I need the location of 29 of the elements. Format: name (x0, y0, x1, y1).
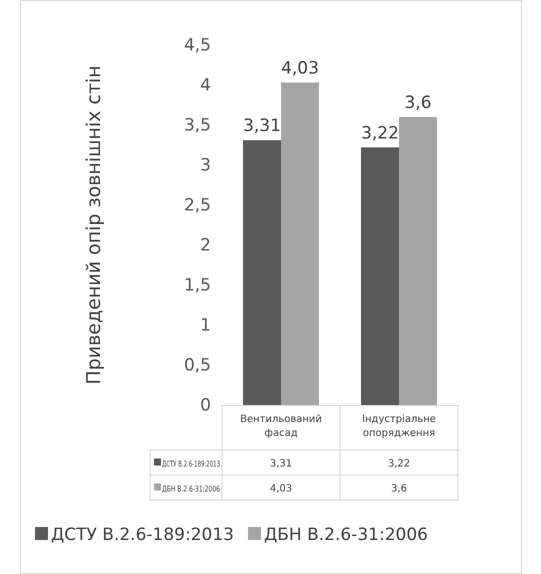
x-tick-label: Індустріальне опорядження (362, 414, 436, 439)
y-tick-label: 0 (200, 395, 211, 416)
data-label: 4,03 (270, 484, 292, 494)
y-tick-label: 4 (200, 75, 211, 96)
bar (243, 140, 281, 405)
data-label: 3,6 (391, 484, 407, 494)
bar (361, 147, 399, 405)
text: 3,31 (243, 116, 281, 136)
y-tick-label: 1 (200, 315, 211, 336)
data-label: 3,31 (270, 458, 292, 470)
text: 3,22 (361, 123, 399, 144)
y-tick-label: 2,5 (184, 195, 211, 216)
y-tick-label: 1,5 (184, 275, 211, 296)
text: 4,03 (281, 58, 319, 79)
y-tick-label: 0,5 (184, 355, 211, 376)
y-axis-title: Приведений опір зовнішніх стін (83, 65, 105, 385)
y-tick-label: 2 (200, 235, 211, 256)
y-tick-label: 3,5 (184, 115, 211, 136)
y-tick-label: 3 (200, 155, 211, 176)
text: ДБН В.2.6-31:2006 (264, 525, 428, 545)
x-tick-label: Вентильований фасад (240, 414, 322, 439)
data-label: 3,22 (388, 458, 410, 470)
text: 3,6 (404, 93, 432, 113)
bar (281, 82, 319, 405)
y-tick-label: 4,5 (184, 35, 211, 56)
legend-label: ДСТУ В.2.6-189:2013 (162, 460, 248, 468)
legend-label: ДБН В.2.6-31:2006 (162, 484, 240, 494)
text: ДСТУ В.2.6-189:2013 (51, 525, 234, 545)
bar (399, 117, 437, 405)
